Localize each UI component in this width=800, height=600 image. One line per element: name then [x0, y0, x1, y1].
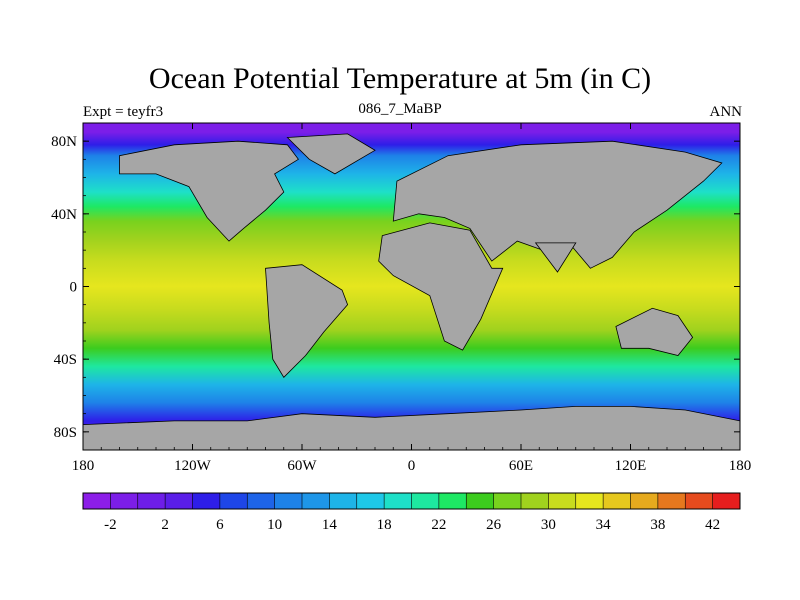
colorbar-label: 14: [322, 517, 338, 533]
colorbar-swatch: [384, 493, 412, 509]
africa-land: [378, 222, 504, 351]
lat-tick-label: 40N: [51, 207, 77, 223]
colorbar-swatch: [575, 493, 604, 509]
india-land: [534, 242, 577, 273]
colorbar-label: 2: [161, 517, 169, 533]
colorbar-swatch: [302, 493, 330, 509]
map-plot-area: [83, 123, 740, 450]
colorbar-swatch: [493, 493, 522, 509]
colorbar-swatch: [630, 493, 659, 509]
colorbar-swatch: [247, 493, 275, 509]
colorbar-swatch: [165, 493, 193, 509]
colorbar-label: 18: [377, 517, 392, 533]
colorbar-label: 30: [541, 517, 556, 533]
colorbar: -2 2 6 10 14 18 22 26 30 34 38 42: [82, 492, 741, 533]
land-masses: [83, 133, 740, 450]
colorbar-label: 42: [705, 517, 720, 533]
lat-tick-label: 0: [70, 280, 78, 296]
colorbar-label: 22: [431, 517, 446, 533]
lat-tick-label: 80S: [54, 425, 77, 441]
colorbar-label: 26: [486, 517, 502, 533]
lon-tick-label: 180: [72, 458, 95, 474]
colorbar-label: 38: [650, 517, 665, 533]
greenland-land: [286, 133, 376, 175]
latitude-axis: 80N 40N 0 40S 80S: [51, 122, 740, 451]
colorbar-swatch: [137, 493, 166, 509]
colorbar-label: -2: [104, 517, 117, 533]
colorbar-swatch: [548, 493, 577, 509]
age-label: 086_7_MaBP: [358, 101, 442, 117]
colorbar-label: 6: [216, 517, 224, 533]
colorbar-swatch: [411, 493, 440, 509]
lat-tick-label: 80N: [51, 134, 77, 150]
lat-tick-label: 40S: [54, 352, 77, 368]
lon-tick-label: 180: [729, 458, 752, 474]
colorbar-swatch: [83, 493, 111, 509]
antarctica-land: [83, 405, 740, 450]
north-america-land: [119, 140, 299, 242]
australia-land: [615, 307, 694, 356]
colorbar-label: 34: [596, 517, 612, 533]
colorbar-swatch: [192, 493, 221, 509]
colorbar-swatch: [329, 493, 358, 509]
colorbar-swatch: [110, 493, 139, 509]
colorbar-swatch: [466, 493, 494, 509]
lon-tick-label: 60E: [509, 458, 533, 474]
colorbar-swatch: [685, 493, 713, 509]
lon-tick-label: 120W: [174, 458, 212, 474]
colorbar-swatch: [657, 493, 686, 509]
map-title: Ocean Potential Temperature at 5m (in C): [148, 62, 652, 95]
colorbar-swatch: [356, 493, 385, 509]
lon-tick-label: 60W: [287, 458, 317, 474]
colorbar-swatch: [603, 493, 631, 509]
colorbar-swatch: [274, 493, 303, 509]
colorbar-swatch: [521, 493, 549, 509]
lon-tick-label: 0: [408, 458, 416, 474]
lon-tick-label: 120E: [615, 458, 647, 474]
south-america-land: [265, 264, 349, 378]
colorbar-swatch: [438, 493, 467, 509]
colorbar-swatch: [219, 493, 248, 509]
season-label: ANN: [709, 104, 743, 120]
experiment-label: Expt = teyfr3: [83, 104, 164, 120]
eurasia-land: [392, 140, 723, 269]
colorbar-label: 10: [267, 517, 282, 533]
longitude-axis: 180 120W 60W 0 60E 120E 180: [72, 123, 752, 474]
colorbar-swatch: [712, 493, 741, 509]
